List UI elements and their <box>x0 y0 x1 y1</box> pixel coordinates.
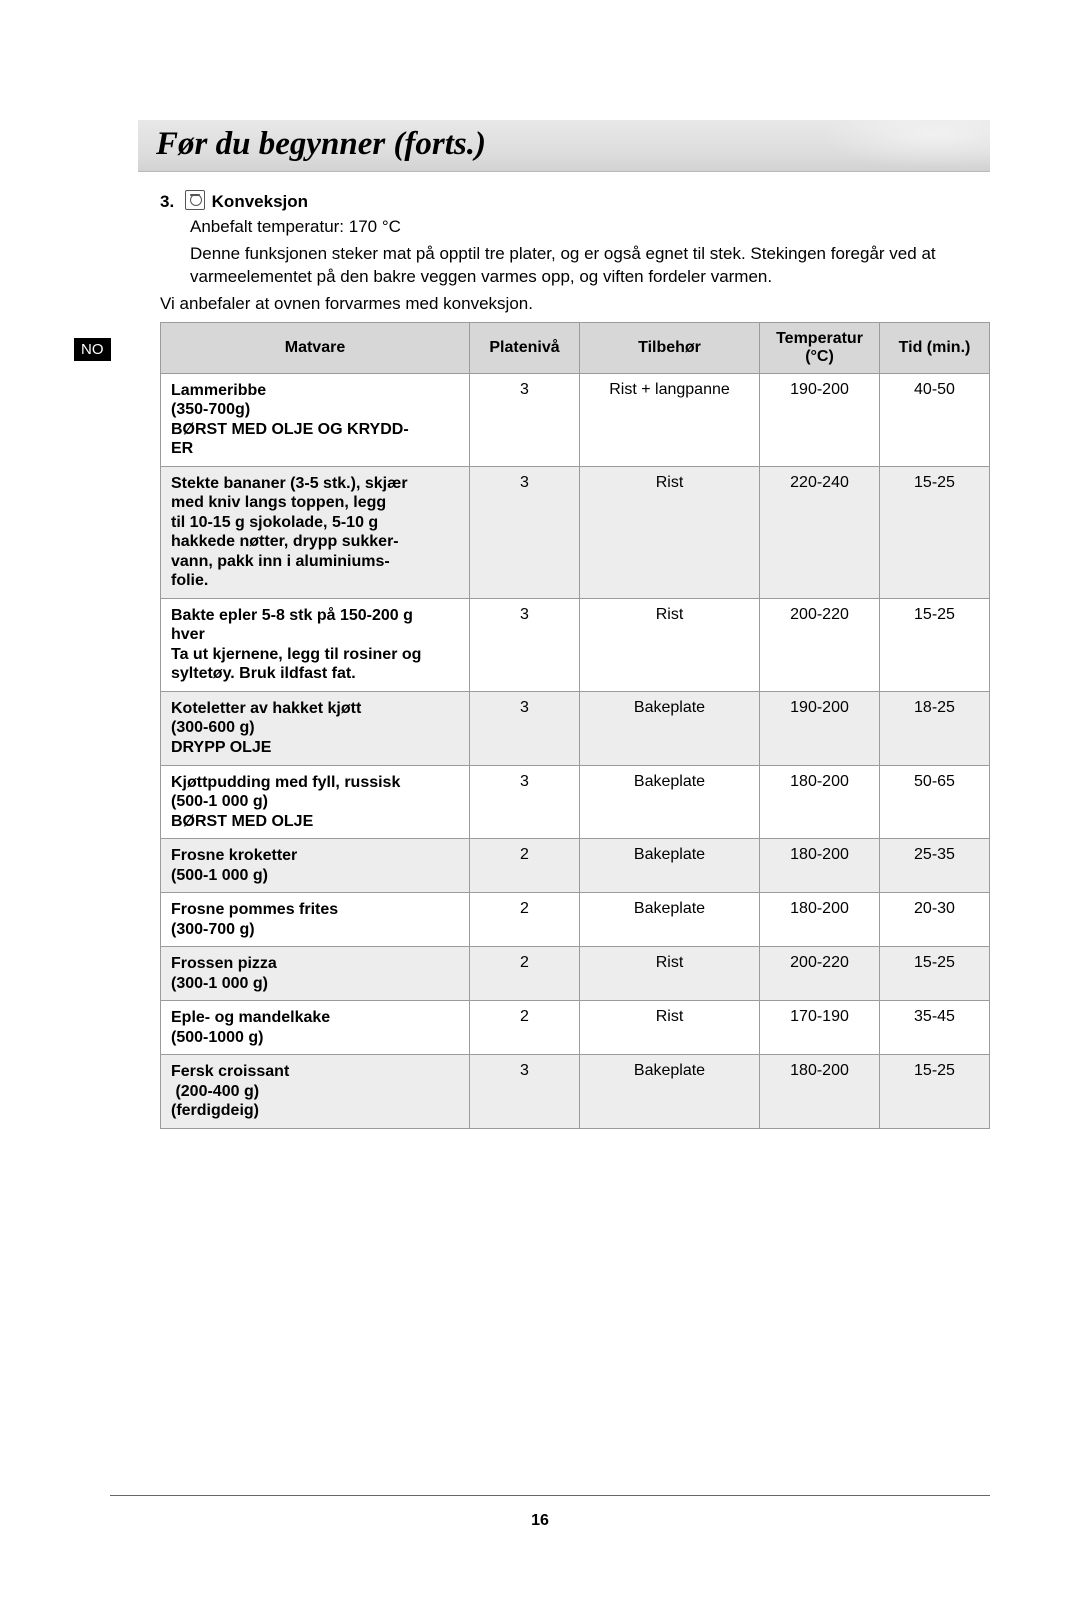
language-badge: NO <box>74 338 111 361</box>
cell-temp: 220-240 <box>760 466 880 598</box>
cell-level: 3 <box>470 373 580 466</box>
cell-food: Koteletter av hakket kjøtt(300-600 g)DRY… <box>161 691 470 765</box>
cell-accessory: Bakeplate <box>580 765 760 839</box>
cell-temp: 180-200 <box>760 765 880 839</box>
table-row: Eple- og mandelkake(500-1000 g)2Rist170-… <box>161 1001 990 1055</box>
cell-temp: 200-220 <box>760 947 880 1001</box>
cell-time: 25-35 <box>880 839 990 893</box>
cell-food: Frosne kroketter(500-1 000 g) <box>161 839 470 893</box>
section-heading-text: Konveksjon <box>212 192 308 211</box>
table-row: Fersk croissant (200-400 g)(ferdigdeig)3… <box>161 1055 990 1129</box>
col-header-accessory: Tilbehør <box>580 322 760 373</box>
cell-level: 3 <box>470 765 580 839</box>
col-header-temp: Temperatur (°C) <box>760 322 880 373</box>
cell-time: 50-65 <box>880 765 990 839</box>
cell-accessory: Bakeplate <box>580 691 760 765</box>
cell-food: Lammeribbe(350-700g)BØRST MED OLJE OG KR… <box>161 373 470 466</box>
cell-accessory: Bakeplate <box>580 893 760 947</box>
page-title: Før du begynner (forts.) <box>156 126 486 162</box>
page-title-bar: Før du begynner (forts.) <box>138 120 990 172</box>
cell-temp: 200-220 <box>760 598 880 691</box>
cell-food: Frossen pizza(300-1 000 g) <box>161 947 470 1001</box>
cell-food: Fersk croissant (200-400 g)(ferdigdeig) <box>161 1055 470 1129</box>
cell-level: 2 <box>470 893 580 947</box>
cell-accessory: Rist <box>580 1001 760 1055</box>
cell-accessory: Bakeplate <box>580 839 760 893</box>
col-header-level: Platenivå <box>470 322 580 373</box>
cooking-table: Matvare Platenivå Tilbehør Temperatur (°… <box>160 322 990 1129</box>
table-row: Kjøttpudding med fyll, russisk(500-1 000… <box>161 765 990 839</box>
cell-accessory: Bakeplate <box>580 1055 760 1129</box>
cell-temp: 180-200 <box>760 839 880 893</box>
cell-temp: 180-200 <box>760 1055 880 1129</box>
cell-time: 40-50 <box>880 373 990 466</box>
cell-temp: 170-190 <box>760 1001 880 1055</box>
cell-accessory: Rist + langpanne <box>580 373 760 466</box>
convection-icon <box>185 190 205 210</box>
recommended-temperature: Anbefalt temperatur: 170 °C <box>190 216 990 239</box>
page-number: 16 <box>0 1512 1080 1530</box>
content-area: 3. Konveksjon Anbefalt temperatur: 170 °… <box>160 190 990 1129</box>
cell-time: 15-25 <box>880 947 990 1001</box>
cell-level: 3 <box>470 598 580 691</box>
table-row: Stekte bananer (3-5 stk.), skjærmed kniv… <box>161 466 990 598</box>
table-row: Lammeribbe(350-700g)BØRST MED OLJE OG KR… <box>161 373 990 466</box>
preheat-note: Vi anbefaler at ovnen forvarmes med konv… <box>160 293 990 316</box>
cell-food: Bakte epler 5-8 stk på 150-200 ghverTa u… <box>161 598 470 691</box>
col-header-time: Tid (min.) <box>880 322 990 373</box>
cell-time: 35-45 <box>880 1001 990 1055</box>
cell-accessory: Rist <box>580 947 760 1001</box>
cell-level: 3 <box>470 466 580 598</box>
cell-accessory: Rist <box>580 466 760 598</box>
table-row: Frossen pizza(300-1 000 g)2Rist200-22015… <box>161 947 990 1001</box>
cell-time: 15-25 <box>880 466 990 598</box>
cell-food: Kjøttpudding med fyll, russisk(500-1 000… <box>161 765 470 839</box>
cell-level: 2 <box>470 1001 580 1055</box>
table-row: Frosne pommes frites(300-700 g)2Bakeplat… <box>161 893 990 947</box>
section-description: Denne funksjonen steker mat på opptil tr… <box>190 243 990 289</box>
cell-temp: 190-200 <box>760 373 880 466</box>
cell-level: 2 <box>470 947 580 1001</box>
table-row: Bakte epler 5-8 stk på 150-200 ghverTa u… <box>161 598 990 691</box>
cell-temp: 190-200 <box>760 691 880 765</box>
section-heading: 3. Konveksjon <box>160 190 990 212</box>
cell-time: 15-25 <box>880 1055 990 1129</box>
cell-time: 15-25 <box>880 598 990 691</box>
cell-accessory: Rist <box>580 598 760 691</box>
cell-level: 3 <box>470 1055 580 1129</box>
cell-food: Eple- og mandelkake(500-1000 g) <box>161 1001 470 1055</box>
cell-level: 3 <box>470 691 580 765</box>
table-row: Frosne kroketter(500-1 000 g)2Bakeplate1… <box>161 839 990 893</box>
footer-rule <box>110 1495 990 1496</box>
section-number: 3. <box>160 192 174 211</box>
cell-level: 2 <box>470 839 580 893</box>
cell-food: Frosne pommes frites(300-700 g) <box>161 893 470 947</box>
col-header-food: Matvare <box>161 322 470 373</box>
table-row: Koteletter av hakket kjøtt(300-600 g)DRY… <box>161 691 990 765</box>
cell-time: 18-25 <box>880 691 990 765</box>
cell-temp: 180-200 <box>760 893 880 947</box>
cell-food: Stekte bananer (3-5 stk.), skjærmed kniv… <box>161 466 470 598</box>
cell-time: 20-30 <box>880 893 990 947</box>
